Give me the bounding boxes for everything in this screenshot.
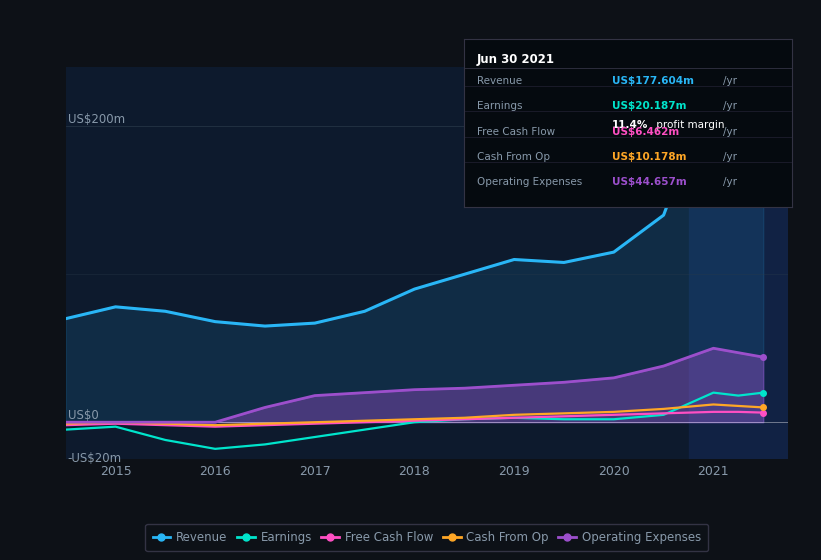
- Bar: [689, 67, 821, 459]
- Text: US$177.604m: US$177.604m: [612, 76, 694, 86]
- Text: Cash From Op: Cash From Op: [477, 152, 550, 162]
- Text: /yr: /yr: [723, 177, 737, 187]
- Text: /yr: /yr: [723, 127, 737, 137]
- Text: Jun 30 2021: Jun 30 2021: [477, 53, 555, 66]
- Text: US$20.187m: US$20.187m: [612, 101, 686, 111]
- Text: Free Cash Flow: Free Cash Flow: [477, 127, 555, 137]
- Legend: Revenue, Earnings, Free Cash Flow, Cash From Op, Operating Expenses: Revenue, Earnings, Free Cash Flow, Cash …: [145, 524, 709, 551]
- Text: /yr: /yr: [723, 101, 737, 111]
- Text: 11.4%: 11.4%: [612, 120, 648, 130]
- Text: US$200m: US$200m: [67, 113, 125, 127]
- Text: -US$20m: -US$20m: [67, 452, 122, 465]
- Text: US$10.178m: US$10.178m: [612, 152, 686, 162]
- Text: Revenue: Revenue: [477, 76, 522, 86]
- Text: Operating Expenses: Operating Expenses: [477, 177, 582, 187]
- Text: US$6.462m: US$6.462m: [612, 127, 679, 137]
- Text: /yr: /yr: [723, 152, 737, 162]
- Text: US$0: US$0: [67, 409, 99, 422]
- Text: /yr: /yr: [723, 76, 737, 86]
- Text: US$44.657m: US$44.657m: [612, 177, 686, 187]
- Text: profit margin: profit margin: [653, 120, 724, 130]
- Text: Earnings: Earnings: [477, 101, 522, 111]
